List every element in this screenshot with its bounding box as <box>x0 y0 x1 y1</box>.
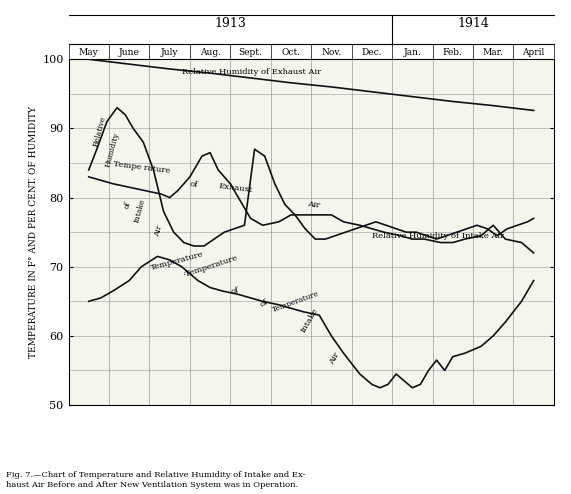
Y-axis label: TEMPERATURE IN F° AND PER CENT. OF HUMIDITY: TEMPERATURE IN F° AND PER CENT. OF HUMID… <box>29 106 38 358</box>
Text: May: May <box>79 48 99 57</box>
Text: of: of <box>123 201 132 210</box>
Text: Tempe rature: Tempe rature <box>113 161 171 175</box>
Text: Temperature: Temperature <box>150 250 204 272</box>
Text: Dec.: Dec. <box>361 48 382 57</box>
Text: Intake: Intake <box>132 198 147 224</box>
Text: Mar.: Mar. <box>482 48 504 57</box>
Text: Relative Humidity of Exhaust Air: Relative Humidity of Exhaust Air <box>182 69 321 77</box>
Text: Fig. 7.—Chart of Temperature and Relative Humidity of Intake and Ex-
haust Air B: Fig. 7.—Chart of Temperature and Relativ… <box>6 471 305 489</box>
Text: ·Temperature: ·Temperature <box>182 254 239 279</box>
Text: June: June <box>119 48 140 57</box>
Text: April: April <box>522 48 545 57</box>
Text: of: of <box>259 298 270 309</box>
Text: Oct.: Oct. <box>282 48 300 57</box>
Text: Sept.: Sept. <box>239 48 263 57</box>
Text: Relative Humidity of Intake Air: Relative Humidity of Intake Air <box>372 232 504 240</box>
Text: July: July <box>161 48 178 57</box>
Text: Intake: Intake <box>299 307 320 334</box>
Text: Exhaust: Exhaust <box>218 182 253 194</box>
Text: of: of <box>230 287 240 296</box>
Text: Relative: Relative <box>92 116 108 148</box>
Text: Air: Air <box>327 351 341 366</box>
Text: of: of <box>190 180 199 189</box>
Text: Air: Air <box>154 225 164 238</box>
Text: Humidity: Humidity <box>104 132 121 168</box>
Text: Aug.: Aug. <box>200 48 220 57</box>
Text: Jan.: Jan. <box>403 48 421 57</box>
Text: 1913: 1913 <box>214 17 246 30</box>
Text: Temperature: Temperature <box>271 289 320 314</box>
Text: 1914: 1914 <box>457 17 489 30</box>
Text: Feb.: Feb. <box>443 48 463 57</box>
Text: Nov.: Nov. <box>321 48 341 57</box>
Text: Air: Air <box>307 201 321 210</box>
